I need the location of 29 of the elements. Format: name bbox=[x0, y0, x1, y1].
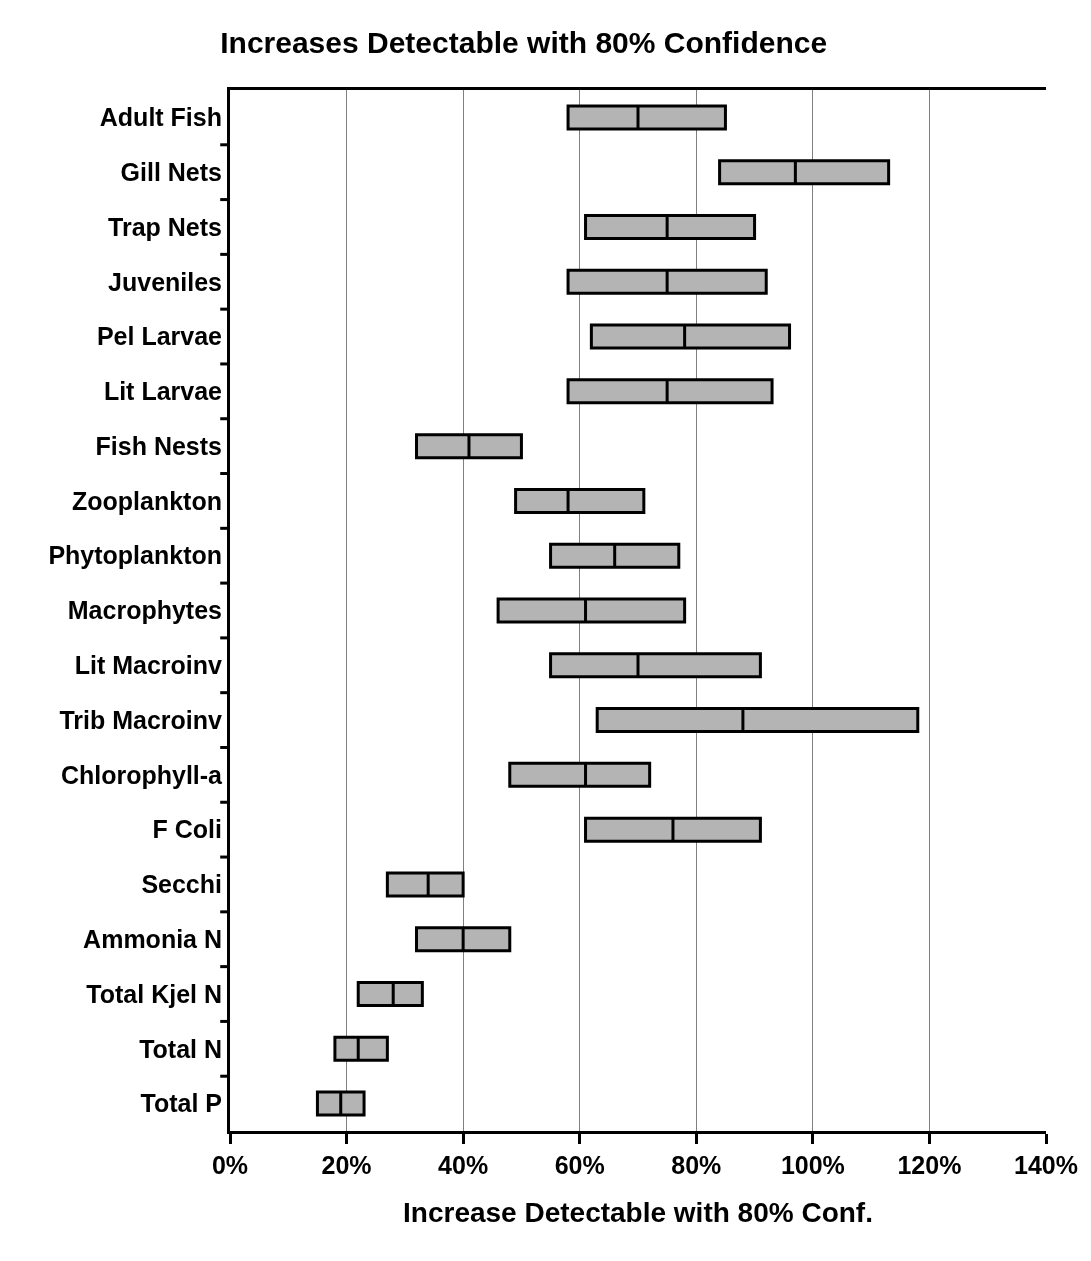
y-tick-label: Pel Larvae bbox=[96, 322, 223, 351]
y-tick-label: Macrophytes bbox=[67, 596, 222, 625]
x-tick-label: 140% bbox=[1014, 1151, 1078, 1179]
y-tick-label: Secchi bbox=[141, 870, 222, 899]
y-tick-label: Trap Nets bbox=[108, 212, 222, 241]
y-tick-label: Ammonia N bbox=[83, 924, 222, 953]
y-tick-label: Lit Macroinv bbox=[74, 651, 223, 680]
y-tick-label: Juveniles bbox=[108, 267, 222, 296]
x-tick-label: 80% bbox=[671, 1151, 722, 1179]
y-tick-label: Trib Macroinv bbox=[59, 705, 223, 734]
y-tick-label: Adult Fish bbox=[99, 103, 222, 132]
y-tick-label: Chlorophyll-a bbox=[60, 760, 224, 789]
y-tick-label: Phytoplankton bbox=[48, 541, 222, 570]
y-tick-label: F Coli bbox=[152, 815, 222, 844]
x-tick-label: 60% bbox=[554, 1151, 605, 1179]
y-tick-label: Zooplankton bbox=[72, 486, 222, 515]
y-tick-label: Total N bbox=[139, 1034, 222, 1063]
x-tick-label: 100% bbox=[780, 1151, 845, 1179]
y-tick-label: Fish Nests bbox=[95, 431, 222, 460]
x-tick-label: 0% bbox=[211, 1151, 249, 1179]
x-axis-title: Increase Detectable with 80% Conf. bbox=[403, 1197, 873, 1229]
x-tick-label: 40% bbox=[438, 1151, 489, 1179]
x-tick-label: 20% bbox=[321, 1151, 372, 1179]
y-tick-label: Total P bbox=[140, 1089, 222, 1118]
y-tick-label: Lit Larvae bbox=[103, 377, 223, 406]
y-tick-label: Gill Nets bbox=[120, 157, 222, 186]
chart-title: Increases Detectable with 80% Confidence bbox=[220, 25, 828, 59]
x-tick-label: 120% bbox=[897, 1151, 962, 1179]
y-tick-label: Total Kjel N bbox=[86, 979, 222, 1008]
